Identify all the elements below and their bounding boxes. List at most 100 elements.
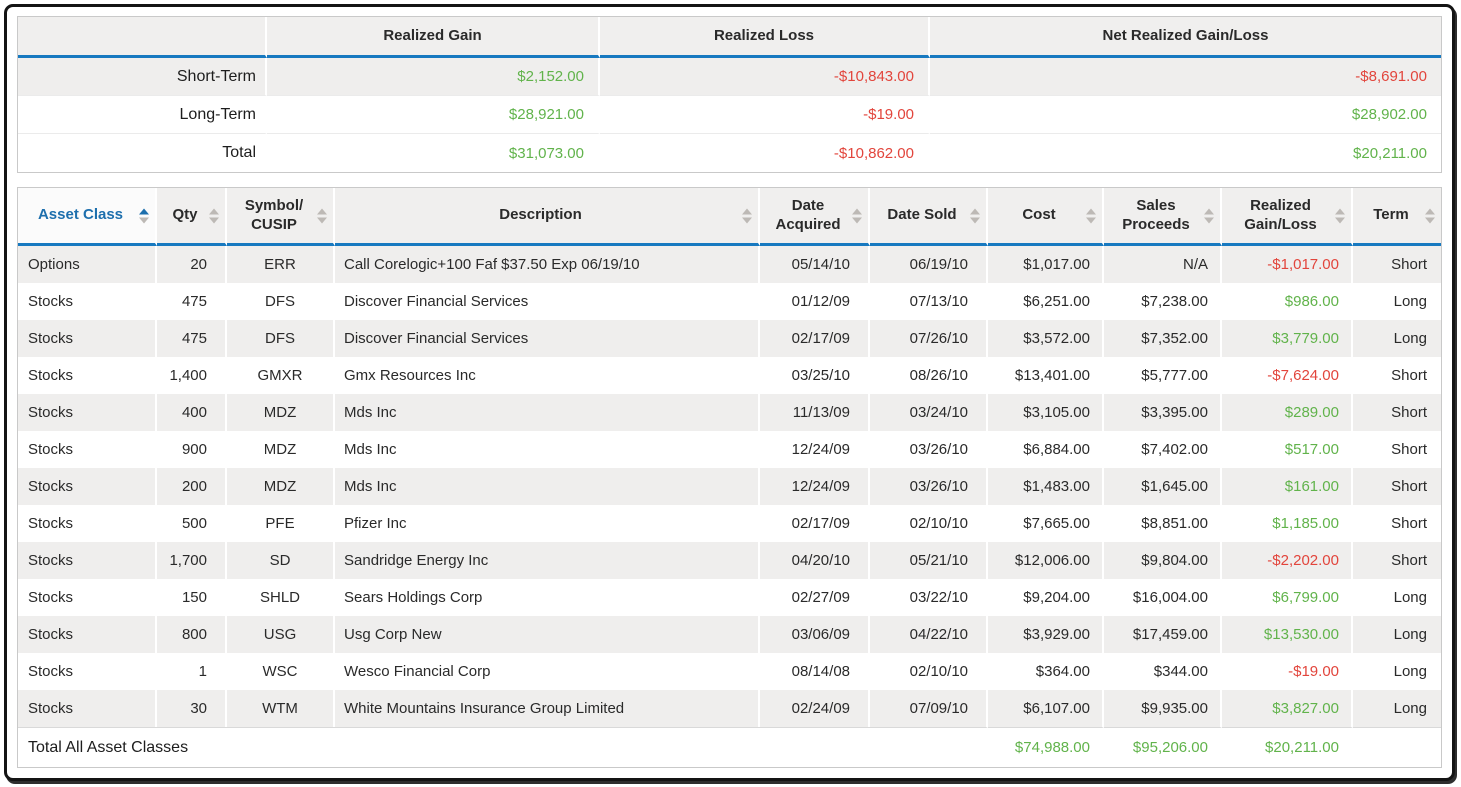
column-header-sales-proceeds[interactable]: Sales Proceeds	[1104, 188, 1222, 246]
symbol-cusip-cell: PFE	[265, 515, 295, 532]
date-acquired-cell: 01/12/09	[791, 293, 850, 310]
sales-proceeds-cell: $5,777.00	[1141, 367, 1208, 384]
asset-class-cell: Options	[18, 246, 157, 283]
summary-row-label: Short-Term	[18, 58, 267, 96]
sales-proceeds-cell: $8,851.00	[1141, 515, 1208, 532]
summary-row-label: Long-Term	[18, 96, 267, 134]
summary-value-cell: -$8,691.00	[930, 58, 1441, 96]
summary-row: Short-Term $2,152.00 -$10,843.00 -$8,691.00	[18, 58, 1441, 96]
asset-class-cell: Stocks	[28, 663, 74, 680]
sales-proceeds-cell: $9,804.00	[1104, 542, 1222, 579]
qty-cell: 475	[181, 293, 207, 310]
table-row: Options 20 ERR Call Corelogic+100 Faf $37.5…	[18, 246, 1441, 283]
date-sold-cell: 06/19/10	[870, 246, 988, 283]
totals-row: Total All Asset Classes $74,988.00 $95,2…	[18, 727, 1441, 767]
term-cell: Long	[1353, 320, 1441, 357]
column-header-symbol-cusip[interactable]: Symbol/ CUSIP	[227, 188, 335, 246]
summary-row: Long-Term $28,921.00 -$19.00 $28,902.00	[18, 96, 1441, 134]
totals-term-empty	[1353, 727, 1441, 767]
symbol-cusip-cell: SHLD	[259, 589, 300, 606]
asset-class-cell: Stocks	[28, 367, 74, 384]
description-cell: Discover Financial Services	[335, 320, 760, 357]
summary-value-cell: -$10,843.00	[600, 58, 930, 96]
sort-arrows-icon	[139, 208, 149, 223]
qty-cell: 1,700	[157, 542, 227, 579]
date-sold-cell: 03/24/10	[870, 394, 988, 431]
cost-cell: $7,665.00	[1023, 515, 1090, 532]
column-header-qty[interactable]: Qty	[157, 188, 227, 246]
cost-cell: $6,251.00	[1023, 293, 1090, 310]
table-row: Stocks 1 WSC Wesco Financial Corp 08/14/08 02…	[18, 653, 1441, 690]
summary-value-cell: $28,902.00	[930, 96, 1441, 134]
sales-proceeds-cell: $3,395.00	[1104, 394, 1222, 431]
term-cell: Long	[1393, 663, 1427, 680]
term-cell: Long	[1393, 293, 1427, 310]
description-cell: Mds Inc	[344, 441, 397, 458]
date-sold-cell: 07/09/10	[870, 690, 988, 727]
date-acquired-cell: 12/24/09	[791, 441, 850, 458]
column-header-asset-class[interactable]: Asset Class	[18, 188, 157, 246]
symbol-cusip-cell: WSC	[262, 663, 298, 680]
summary-value-cell: $2,152.00	[267, 58, 600, 96]
column-header-date-acquired[interactable]: Date Acquired	[760, 188, 870, 246]
date-acquired-cell: 02/17/09	[760, 320, 870, 357]
column-header-cost[interactable]: Cost	[988, 188, 1104, 246]
realized-gain-loss-cell: $6,799.00	[1272, 589, 1339, 606]
realized-gain-loss-cell: -$7,624.00	[1267, 367, 1339, 384]
description-cell: Discover Financial Services	[344, 293, 529, 310]
qty-cell: 20	[157, 246, 227, 283]
date-sold-cell: 03/26/10	[909, 441, 968, 458]
summary-column-header: Realized Loss	[600, 17, 930, 58]
summary-value-cell: -$10,862.00	[833, 144, 914, 162]
date-acquired-cell: 05/14/10	[760, 246, 870, 283]
term-cell: Long	[1353, 616, 1441, 653]
summary-header-row: Realized Gain Realized Loss Net Realized G…	[18, 17, 1441, 58]
table-row: Stocks 1,700 SD Sandridge Energy Inc 04/20/1…	[18, 542, 1441, 579]
date-acquired-cell: 02/24/09	[760, 690, 870, 727]
sort-arrows-icon	[852, 208, 862, 223]
date-acquired-cell: 03/25/10	[791, 367, 850, 384]
description-cell: Pfizer Inc	[344, 515, 407, 532]
totals-cost: $74,988.00	[988, 727, 1104, 767]
totals-label: Total All Asset Classes	[18, 727, 988, 767]
realized-gain-loss-cell: $3,827.00	[1222, 690, 1353, 727]
asset-class-cell: Stocks	[18, 616, 157, 653]
column-header-term[interactable]: Term	[1353, 188, 1441, 246]
table-row: Stocks 400 MDZ Mds Inc 11/13/09 03/24/10 $3,10…	[18, 394, 1441, 431]
sort-arrows-icon	[1204, 208, 1214, 223]
qty-cell: 1,400	[169, 367, 207, 384]
sales-proceeds-cell: $7,238.00	[1141, 293, 1208, 310]
symbol-cusip-cell: ERR	[227, 246, 335, 283]
date-acquired-cell: 08/14/08	[791, 663, 850, 680]
symbol-cusip-cell: DFS	[227, 320, 335, 357]
realized-gain-loss-cell: $517.00	[1284, 441, 1339, 458]
sales-proceeds-cell: $9,935.00	[1104, 690, 1222, 727]
sales-proceeds-cell: $344.00	[1153, 663, 1208, 680]
date-acquired-cell: 12/24/09	[760, 468, 870, 505]
symbol-cusip-cell: MDZ	[263, 441, 297, 458]
symbol-cusip-cell: USG	[227, 616, 335, 653]
description-cell: Usg Corp New	[335, 616, 760, 653]
cost-cell: $3,105.00	[988, 394, 1104, 431]
sales-proceeds-cell: $17,459.00	[1104, 616, 1222, 653]
cost-cell: $13,401.00	[1014, 367, 1090, 384]
table-row: Stocks 200 MDZ Mds Inc 12/24/09 03/26/10 $1,48…	[18, 468, 1441, 505]
term-cell: Short	[1391, 441, 1427, 458]
realized-gain-loss-cell: $3,779.00	[1222, 320, 1353, 357]
description-cell: Mds Inc	[335, 468, 760, 505]
column-header-realized-gain-loss[interactable]: Realized Gain/Loss	[1222, 188, 1353, 246]
asset-class-cell: Stocks	[18, 690, 157, 727]
symbol-cusip-cell: SD	[227, 542, 335, 579]
date-acquired-cell: 02/17/09	[791, 515, 850, 532]
table-row: Stocks 475 DFS Discover Financial Services 0…	[18, 283, 1441, 320]
symbol-cusip-cell: GMXR	[257, 367, 303, 384]
sales-proceeds-cell: $1,645.00	[1104, 468, 1222, 505]
qty-cell: 500	[181, 515, 207, 532]
table-row: Stocks 150 SHLD Sears Holdings Corp 02/27/09…	[18, 579, 1441, 616]
column-header-date-sold[interactable]: Date Sold	[870, 188, 988, 246]
column-header-description[interactable]: Description	[335, 188, 760, 246]
sort-arrows-icon	[970, 208, 980, 223]
qty-cell: 30	[157, 690, 227, 727]
sort-arrows-icon	[1086, 208, 1096, 223]
term-cell: Short	[1391, 515, 1427, 532]
